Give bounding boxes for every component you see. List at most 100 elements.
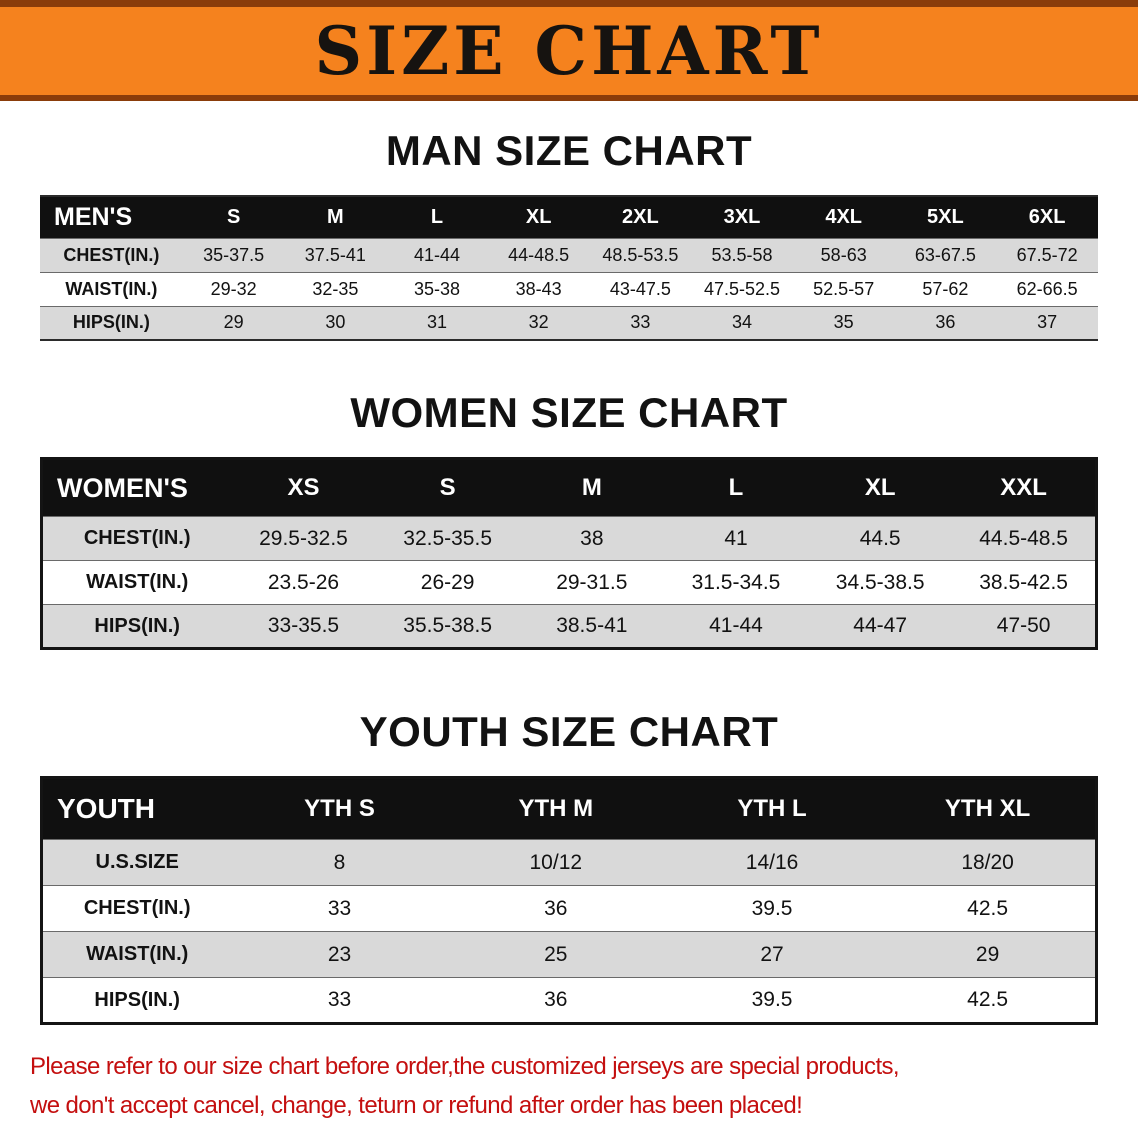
size-charts: MAN SIZE CHART MEN'S S M L XL 2XL 3XL 4XL 5XL 6XL… [0,127,1138,1025]
size-column-header: XL [487,196,590,238]
table-row: U.S.SIZE 8 10/12 14/16 18/20 [41,839,1097,886]
size-column-header: L [386,196,488,238]
size-value: 33 [327,896,352,920]
disclaimer-line-2: we don't accept cancel, change, teturn o… [30,1092,803,1120]
size-column-header: 2XL [589,196,692,238]
size-value: 38-43 [515,278,562,299]
size-column-header: XS [231,458,376,517]
size-value: 36 [935,312,956,333]
measurement-label: WAIST(IN.) [86,943,189,965]
size-value: 29 [223,312,244,333]
size-value: 26-29 [420,570,475,594]
table-row: CHEST(IN.) 33 36 39.5 42.5 [41,885,1097,932]
size-value: 37.5-41 [304,244,366,265]
size-value: 47-50 [996,614,1051,637]
table-row: CHEST(IN.) 29.5-32.5 32.5-35.5 38 41 44.5 44.5… [41,516,1097,561]
youth-section-heading: YOUTH SIZE CHART [359,708,779,755]
size-value: 38 [580,526,604,550]
size-column-header: XXL [952,458,1097,517]
size-value: 30 [325,312,346,333]
size-column-header: XL [808,458,953,517]
size-value: 27 [760,942,784,966]
table-row: HIPS(IN.) 33 36 39.5 42.5 [41,977,1097,1024]
size-column-header: YTH M [447,777,664,840]
men-size-table: MEN'S S M L XL 2XL 3XL 4XL 5XL 6XL CHEST(IN.) 35-37… [40,195,1098,341]
size-value: 32.5-35.5 [403,526,493,550]
size-value: 57-62 [922,278,969,299]
size-value: 32 [528,312,549,333]
size-value: 62-66.5 [1016,278,1078,299]
size-value: 29-31.5 [556,570,628,594]
size-value: 23 [327,942,352,966]
size-value: 35-38 [413,278,461,299]
table-corner-label: YOUTH [41,777,232,840]
table-row: HIPS(IN.) 29 30 31 32 33 34 35 36 37 [40,306,1098,340]
women-size-table: WOMEN'S XS S M L XL XXL CHEST(IN.) 29.5-32.5 32.5… [40,457,1098,650]
size-value: 33 [630,312,651,333]
measurement-label: HIPS(IN.) [72,312,150,333]
size-chart-banner: SIZE CHART [0,0,1138,101]
size-value: 63-67.5 [914,244,976,265]
size-value: 41-44 [413,244,461,265]
size-column-header: 4XL [792,196,895,238]
youth-size-table: YOUTH YTH S YTH M YTH L YTH XL U.S.SIZE 8 10/12… [40,776,1098,1025]
size-value: 8 [333,850,346,874]
size-value: 14/16 [745,850,799,874]
measurement-label: WAIST(IN.) [65,278,158,299]
men-size-section: MAN SIZE CHART MEN'S S M L XL 2XL 3XL 4XL 5XL 6XL… [0,127,1138,341]
size-value: 25 [544,942,568,966]
table-row: WAIST(IN.) 29-32 32-35 35-38 38-43 43-47.5 47.… [40,272,1098,306]
size-value: 39.5 [751,988,793,1011]
table-corner-label: WOMEN'S [41,458,232,517]
size-value: 33 [327,988,352,1011]
table-row: WAIST(IN.) 23 25 27 29 [41,931,1097,978]
size-value: 34.5-38.5 [835,570,925,594]
size-column-header: 6XL [996,196,1098,238]
size-value: 29.5-32.5 [259,526,348,550]
table-row: CHEST(IN.) 35-37.5 37.5-41 41-44 44-48.5 48.5… [40,238,1098,272]
size-column-header: 5XL [894,196,997,238]
size-value: 44.5 [859,526,901,550]
page-title: SIZE CHART [314,12,824,90]
size-value: 29 [975,942,1000,966]
size-value: 42.5 [967,896,1009,920]
size-column-header: M [284,196,387,238]
measurement-label: U.S.SIZE [95,851,179,873]
table-row: HIPS(IN.) 33-35.5 35.5-38.5 38.5-41 41-44 44-… [41,604,1097,649]
size-value: 23.5-26 [267,570,340,594]
size-value: 47.5-52.5 [703,278,781,299]
table-corner-label: MEN'S [40,196,183,238]
size-value: 34 [732,312,753,333]
size-column-header: M [519,458,664,517]
size-column-header: YTH XL [880,777,1097,840]
size-column-header: L [663,458,809,517]
size-value: 18/20 [961,850,1014,874]
size-value: 32-35 [312,278,359,299]
size-value: 31.5-34.5 [691,570,781,594]
size-value: 52.5-57 [813,278,875,299]
size-value: 39.5 [751,896,793,920]
size-value: 44-47 [853,614,908,637]
size-column-header: S [182,196,285,238]
women-size-section: WOMEN SIZE CHART WOMEN'S XS S M L XL XXL CHEST(… [0,389,1138,650]
size-value: 53.5-58 [711,244,773,265]
measurement-label: CHEST(IN.) [83,897,191,919]
size-value: 36 [544,988,568,1011]
size-value: 35 [833,312,854,333]
size-column-header: S [375,458,520,517]
size-value: 42.5 [967,988,1009,1011]
size-column-header: YTH S [231,777,448,840]
size-column-header: YTH L [663,777,881,840]
size-value: 41-44 [709,614,763,637]
measurement-label: HIPS(IN.) [94,988,180,1011]
table-header-row: WOMEN'S XS S M L XL XXL [41,458,1097,517]
disclaimer: Please refer to our size chart before or… [0,1051,1138,1143]
size-value: 44.5-48.5 [979,526,1068,550]
size-column-header: 3XL [691,196,793,238]
size-value: 43-47.5 [609,278,671,299]
size-value: 36 [544,896,568,920]
size-value: 35-37.5 [203,244,265,265]
size-value: 67.5-72 [1016,244,1078,265]
measurement-label: HIPS(IN.) [94,614,180,637]
size-value: 29-32 [210,278,257,299]
